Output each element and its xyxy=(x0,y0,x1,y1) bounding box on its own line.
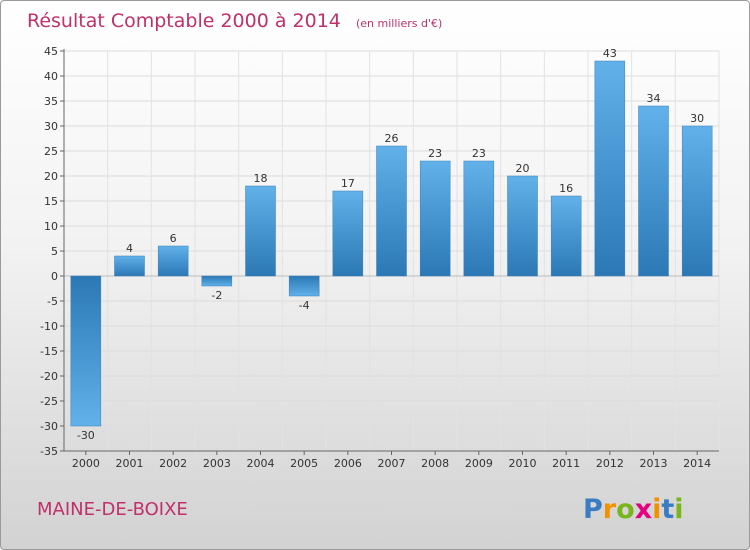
logo-letter: t xyxy=(661,494,674,525)
bar-layer xyxy=(70,60,713,427)
bar-2005 xyxy=(288,275,320,297)
data-label-2001: 4 xyxy=(126,242,133,255)
y-tick-label: 45 xyxy=(44,45,58,58)
data-label-2002: 6 xyxy=(170,232,177,245)
logo-letter: r xyxy=(603,494,617,525)
x-tick-label: 2006 xyxy=(334,457,362,470)
y-tick-label: 30 xyxy=(44,120,58,133)
data-label-2006: 17 xyxy=(341,177,355,190)
logo-letter: i xyxy=(652,494,661,525)
logo-letter: o xyxy=(616,494,635,525)
bar-2013 xyxy=(638,105,669,277)
bar-2003 xyxy=(201,275,233,287)
chart-title: Résultat Comptable 2000 à 2014 (en milli… xyxy=(27,10,442,32)
x-tick-label: 2012 xyxy=(596,457,624,470)
data-label-2013: 34 xyxy=(647,92,661,105)
x-tick-label: 2007 xyxy=(378,457,406,470)
y-tick-label: -5 xyxy=(47,295,58,308)
y-tick-label: -10 xyxy=(40,320,58,333)
y-tick-label: 5 xyxy=(51,245,58,258)
x-tick-label: 2003 xyxy=(203,457,231,470)
data-label-2008: 23 xyxy=(428,147,442,160)
x-tick-label: 2000 xyxy=(72,457,100,470)
x-tick-label: 2011 xyxy=(552,457,580,470)
proxiti-logo: Proxiti xyxy=(583,494,684,525)
y-tick-label: 35 xyxy=(44,95,58,108)
bar-2007 xyxy=(376,145,407,277)
x-tick-label: 2001 xyxy=(116,457,144,470)
y-tick-label: 0 xyxy=(51,270,58,283)
x-tick-label: 2014 xyxy=(683,457,711,470)
data-label-2003: -2 xyxy=(211,289,222,302)
x-tick-label: 2005 xyxy=(290,457,318,470)
y-tick-label: -20 xyxy=(40,370,58,383)
data-label-2011: 16 xyxy=(559,182,573,195)
bar-2004 xyxy=(245,185,276,277)
axis-layer: -35 -30 -25 -20 -15 -10 -5 0 5 10 15 20 25 30 35 40 45 20… xyxy=(40,45,719,470)
y-tick-label: 40 xyxy=(44,70,58,83)
bar-2008 xyxy=(419,160,451,277)
x-tick-label: 2009 xyxy=(465,457,493,470)
y-tick-label: 15 xyxy=(44,195,58,208)
data-label-2014: 30 xyxy=(690,112,704,125)
bar-2001 xyxy=(114,255,145,277)
data-label-2010: 20 xyxy=(516,162,530,175)
x-tick-label: 2013 xyxy=(640,457,668,470)
data-label-2012: 43 xyxy=(603,47,617,60)
x-tick-label: 2002 xyxy=(159,457,187,470)
y-tick-label: 20 xyxy=(44,170,58,183)
y-tick-label: -25 xyxy=(40,395,58,408)
x-tick-label: 2010 xyxy=(509,457,537,470)
bar-2014 xyxy=(681,125,713,277)
bar-2006 xyxy=(332,190,364,277)
bar-2011 xyxy=(550,195,582,277)
y-tick-label: 10 xyxy=(44,220,58,233)
commune-name: MAINE-DE-BOIXE xyxy=(37,499,188,520)
x-tick-label: 2004 xyxy=(247,457,275,470)
chart-title-unit: (en milliers d'€) xyxy=(356,17,442,30)
logo-letter: P xyxy=(583,494,603,525)
data-label-2004: 18 xyxy=(254,172,268,185)
data-label-2005: -4 xyxy=(299,299,310,312)
data-label-2000: -30 xyxy=(77,429,95,442)
bar-2009 xyxy=(463,160,495,277)
chart-title-main: Résultat Comptable 2000 à 2014 xyxy=(27,10,341,32)
y-tick-label: -30 xyxy=(40,420,58,433)
y-tick-label: -35 xyxy=(40,445,58,458)
y-tick-label: 25 xyxy=(44,145,58,158)
logo-letter: x xyxy=(635,494,652,525)
x-tick-label: 2008 xyxy=(421,457,449,470)
logo-letter: i xyxy=(674,494,683,525)
bar-2002 xyxy=(157,245,189,277)
data-label-2009: 23 xyxy=(472,147,486,160)
bar-2000 xyxy=(70,275,102,427)
data-label-2007: 26 xyxy=(385,132,399,145)
bar-2012 xyxy=(594,60,626,277)
y-tick-label: -15 xyxy=(40,345,58,358)
label-layer: -30 4 6 -2 18 -4 17 26 23 23 20 16 43 34 30 xyxy=(77,47,704,442)
bar-2010 xyxy=(507,175,538,277)
